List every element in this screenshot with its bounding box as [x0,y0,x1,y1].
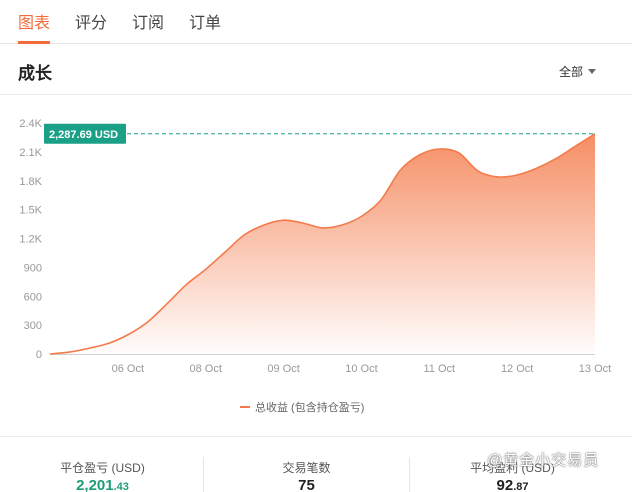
current-value-badge-bg [44,123,126,144]
x-tick-label: 08 Oct [190,363,222,375]
stat-label: 平仓盈亏 (USD) [60,461,145,475]
x-tick-label: 09 Oct [267,363,299,375]
y-axis: 0 300 600 900 1.2K 1.5K 1.8K 2.1K 2.4K [19,118,42,361]
y-tick-label: 2.1K [19,147,42,159]
tab-chart[interactable]: 图表 [18,15,51,32]
x-tick-label: 11 Oct [423,363,455,375]
stat-value-dec: .43 [113,481,129,492]
y-tick-label: 2.4K [19,118,42,130]
tab-subscribe[interactable]: 订阅 [132,15,165,32]
stat-value: 2,201.43 [0,477,205,492]
y-tick-label: 1.5K [19,205,42,217]
stat-value-int: 75 [298,477,315,492]
stat-value: 92.87 [410,477,615,492]
divider [203,457,204,492]
divider [409,457,410,492]
y-tick-label: 300 [24,320,42,332]
y-tick-label: 1.8K [19,176,42,188]
chart-legend[interactable]: 总收益 (包含持仓盈亏) [240,400,364,414]
current-value-label: 2,287.69 USD [49,129,118,141]
range-filter-label: 全部 [558,65,583,79]
section-header: 成长 全部 [0,44,632,95]
stat-value-int: 2,201 [76,477,114,492]
x-tick-label: 10 Oct [345,363,377,375]
series-line [49,133,596,355]
x-axis: 06 Oct 08 Oct 09 Oct 10 Oct 11 Oct 12 Oct 13 O… [50,354,611,375]
stat-value: 75 [204,477,409,492]
section-title: 成长 [18,64,52,83]
x-tick-label: 12 Oct [501,363,533,375]
stats-bar: 平仓盈亏 (USD) 2,201.43 交易笔数 75 平均盈利 (USD) 9… [0,436,632,492]
stat-closed-pnl: 平仓盈亏 (USD) 2,201.43 [0,437,205,492]
stat-value-int: 92 [496,477,514,492]
y-tick-label: 1.2K [19,234,42,246]
x-tick-label: 13 Oct [579,363,611,375]
y-tick-label: 0 [36,349,42,361]
growth-chart: 0 300 600 900 1.2K 1.5K 1.8K 2.1K 2.4K 06 Oct 08 … [19,118,611,414]
tab-rating[interactable]: 评分 [75,15,108,32]
range-filter-dropdown[interactable]: 全部 [559,63,596,80]
y-tick-label: 600 [24,291,42,303]
tab-bar: 图表 评分 订阅 订单 [0,0,632,44]
watermark: @黄金小交易员 [487,452,600,469]
active-tab-indicator [18,41,50,44]
stat-trade-count: 交易笔数 75 [204,437,409,492]
legend-label: 总收益 (包含持仓盈亏) [255,400,364,414]
chevron-down-icon [588,69,596,75]
stat-value-dec: .87 [513,481,529,492]
y-tick-label: 900 [24,262,42,274]
stat-label: 平均盈利 (USD) [470,461,555,475]
series-area-fill [50,133,595,354]
stat-label: 交易笔数 [282,461,331,475]
x-tick-label: 06 Oct [112,363,144,375]
current-value-badge: 2,287.69 USD [44,123,126,144]
stat-average-profit: 平均盈利 (USD) 92.87 [410,437,615,492]
tab-orders[interactable]: 订单 [189,15,222,32]
